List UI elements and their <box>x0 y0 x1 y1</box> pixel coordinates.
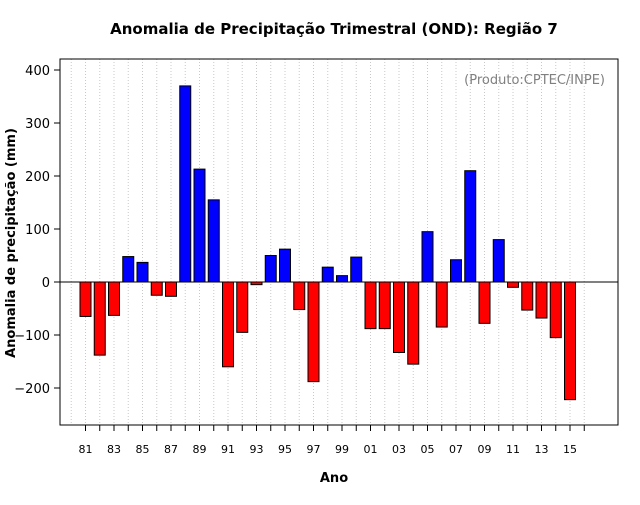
x-tick-label: 95 <box>278 443 292 456</box>
x-tick-label: 05 <box>421 443 435 456</box>
y-tick-label: −100 <box>14 329 50 344</box>
x-tick-label: 87 <box>164 443 178 456</box>
bar-81 <box>79 281 92 317</box>
bar-04 <box>407 281 420 365</box>
x-tick-label: 85 <box>136 443 150 456</box>
chart-title: Anomalia de Precipitação Trimestral (OND… <box>110 20 558 38</box>
bar-05 <box>421 231 434 283</box>
x-tick-label: 91 <box>221 443 235 456</box>
x-tick-label: 01 <box>364 443 378 456</box>
bar-07 <box>450 259 462 283</box>
bar-86 <box>150 281 163 296</box>
bar-94 <box>264 255 277 283</box>
bar-14 <box>549 281 562 339</box>
bar-96 <box>293 281 306 311</box>
bar-85 <box>136 261 149 283</box>
x-tick-label: 97 <box>307 443 321 456</box>
bar-00 <box>350 256 363 283</box>
bar-13 <box>535 281 548 319</box>
x-tick-label: 99 <box>335 443 349 456</box>
bar-91 <box>222 281 234 368</box>
bar-10 <box>492 239 505 283</box>
grid-lines <box>70 59 585 425</box>
bar-02 <box>378 281 391 330</box>
bar-03 <box>393 281 405 353</box>
x-axis: 81 83 85 87 89 91 93 95 97 99 01 03 05 07 09 11 13 15 <box>79 425 585 456</box>
y-tick-label: −200 <box>14 382 50 397</box>
bar-92 <box>236 281 249 333</box>
x-tick-label: 15 <box>563 443 577 456</box>
x-tick-label: 83 <box>107 443 121 456</box>
x-tick-label: 11 <box>506 443 520 456</box>
bar-12 <box>521 281 534 311</box>
y-axis-title: Anomalia de precipitação (mm) <box>4 128 19 358</box>
bar-89 <box>193 168 206 283</box>
x-tick-label: 81 <box>79 443 93 456</box>
x-tick-label: 07 <box>449 443 463 456</box>
credit-text: (Produto:CPTEC/INPE) <box>464 73 605 88</box>
bar-98 <box>321 266 334 283</box>
bar-99 <box>336 275 348 283</box>
y-tick-label: 100 <box>25 223 50 238</box>
bar-97 <box>307 281 320 383</box>
plot-frame <box>59 58 619 426</box>
bar-01 <box>364 281 377 330</box>
bar-11 <box>507 281 519 288</box>
bar-82 <box>93 281 106 356</box>
bar-83 <box>108 281 120 316</box>
x-tick-label: 93 <box>250 443 264 456</box>
bar-09 <box>478 281 491 324</box>
bar-84 <box>122 256 135 283</box>
x-tick-label: 13 <box>535 443 549 456</box>
y-axis: −200 −100 0 100 200 300 400 <box>14 64 60 397</box>
bar-06 <box>435 281 448 328</box>
bar-87 <box>165 281 177 297</box>
y-tick-label: 400 <box>25 64 50 79</box>
bar-88 <box>179 85 192 283</box>
y-tick-label: 200 <box>25 170 50 185</box>
y-tick-label: 0 <box>42 276 50 291</box>
bar-15 <box>564 281 576 401</box>
x-tick-label: 89 <box>193 443 207 456</box>
bar-95 <box>279 248 291 283</box>
x-axis-title: Ano <box>320 471 348 486</box>
x-tick-label: 09 <box>478 443 492 456</box>
y-tick-label: 300 <box>25 117 50 132</box>
x-tick-label: 03 <box>392 443 406 456</box>
bar-08 <box>464 170 477 283</box>
bar-90 <box>207 199 220 283</box>
